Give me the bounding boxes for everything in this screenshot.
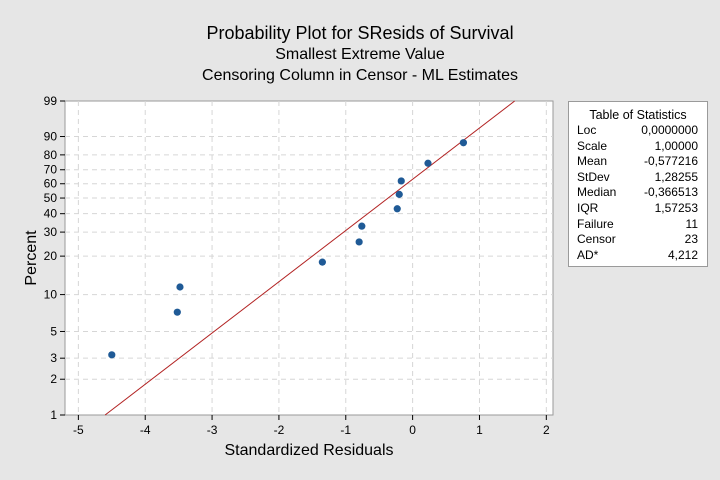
data-point	[393, 205, 401, 213]
y-tick-label: 20	[44, 249, 58, 263]
stat-label: Mean	[577, 154, 608, 169]
fit-line-group	[104, 100, 516, 416]
y-axis-label: Percent	[23, 230, 40, 286]
x-tick-label: 1	[476, 423, 483, 437]
data-point	[355, 238, 363, 246]
x-axis-label: Standardized Residuals	[225, 442, 394, 459]
stat-value: 0,0000000	[641, 123, 698, 137]
data-point	[395, 190, 403, 198]
stat-row: IQR 1,57253	[569, 201, 707, 217]
data-point	[397, 177, 405, 185]
chart-subtitle-censoring: Censoring Column in Censor - ML Estimate…	[202, 67, 518, 84]
y-tick-label: 80	[44, 148, 58, 162]
y-tick-label: 60	[44, 177, 58, 191]
grid-lines	[65, 101, 553, 415]
x-tick-label: -4	[140, 423, 151, 437]
stat-label: Scale	[577, 138, 608, 153]
x-tick-label: 0	[409, 423, 416, 437]
y-tick-label: 30	[44, 225, 58, 239]
x-tick-label: 2	[543, 423, 550, 437]
chart-subtitle-distribution: Smallest Extreme Value	[275, 46, 445, 63]
stat-value: -0,577216	[643, 154, 698, 169]
data-point	[358, 222, 366, 230]
stat-value: 1,00000	[654, 138, 698, 153]
stat-row: AD* 4,212	[569, 248, 707, 264]
y-tick-label: 50	[44, 191, 58, 205]
y-tick-label: 2	[50, 372, 57, 386]
stat-value: 1,57253	[654, 200, 698, 215]
stat-label: IQR	[577, 200, 599, 215]
stat-label: AD*	[577, 247, 599, 262]
stat-value: 23	[684, 232, 698, 247]
stat-value: -0,366513	[643, 185, 698, 200]
stat-row: Median -0,366513	[569, 185, 707, 201]
stat-label: Median	[577, 185, 617, 200]
y-tick-label: 3	[50, 351, 57, 365]
y-tick-label: 1	[50, 408, 57, 422]
stat-row: Loc 0,0000000	[569, 123, 707, 139]
x-tick-label: -1	[340, 423, 351, 437]
data-points	[108, 139, 468, 359]
y-tick-label: 99	[44, 94, 58, 108]
y-tick-label: 40	[44, 207, 58, 221]
data-point	[176, 283, 184, 291]
y-tick-label: 10	[44, 288, 58, 302]
stat-row: Scale 1,00000	[569, 139, 707, 155]
stat-label: StDev	[577, 169, 610, 184]
stat-label: Loc	[577, 123, 597, 137]
stat-row: StDev 1,28255	[569, 170, 707, 186]
stat-label: Failure	[577, 216, 614, 231]
x-tick-label: -2	[274, 423, 285, 437]
stat-value: 4,212	[667, 247, 698, 262]
statistics-rows: Loc 0,0000000 Scale 1,00000 Mean -0,577216 StD…	[569, 123, 707, 263]
data-point	[173, 308, 181, 316]
x-axis: -5 -4 -3 -2 -1 0 1 2	[73, 415, 550, 437]
stat-row: Censor 23	[569, 232, 707, 248]
stat-row: Failure 11	[569, 217, 707, 233]
statistics-table-title: Table of Statistics	[589, 108, 687, 122]
data-point	[108, 351, 116, 359]
plot-area	[64, 100, 554, 416]
y-tick-label: 70	[44, 163, 58, 177]
y-tick-label: 5	[50, 324, 57, 338]
chart-titles: Probability Plot for SResids of Survival…	[55, 22, 665, 86]
fit-line	[104, 100, 516, 416]
stat-value: 11	[685, 216, 698, 231]
stat-label: Censor	[577, 232, 616, 247]
data-point	[318, 258, 326, 266]
y-tick-label: 90	[44, 130, 58, 144]
x-tick-label: -3	[207, 423, 218, 437]
stat-row: Mean -0,577216	[569, 154, 707, 170]
chart-title: Probability Plot for SResids of Survival	[206, 23, 514, 43]
stat-value: 1,28255	[654, 169, 698, 184]
data-point	[424, 159, 432, 167]
statistics-table: Table of Statistics Loc 0,0000000 Scale 1,0…	[568, 101, 708, 267]
data-point	[459, 139, 468, 147]
x-tick-label: -5	[73, 423, 84, 437]
